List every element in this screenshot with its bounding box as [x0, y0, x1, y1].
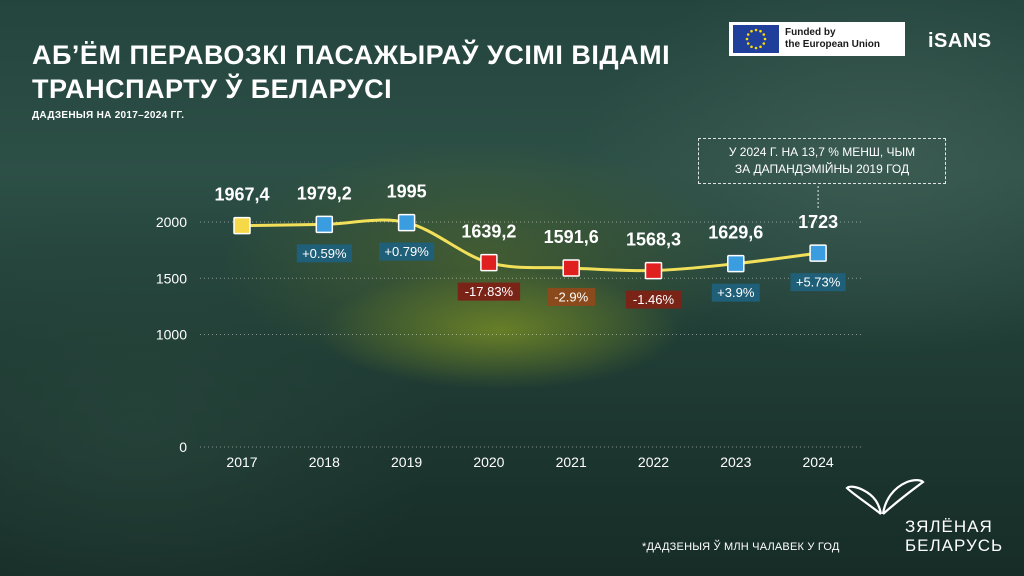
data-point-marker [233, 216, 251, 235]
x-tick-label: 2020 [473, 454, 504, 470]
eu-line-2: the European Union [785, 39, 880, 50]
x-tick-label: 2019 [391, 454, 422, 470]
change-badge [547, 287, 596, 306]
eu-flag-icon [733, 25, 779, 53]
brand-logo-line-2: БЕЛАРУСЬ [905, 536, 1004, 555]
change-badge [711, 283, 760, 302]
data-point-marker [809, 244, 827, 262]
change-badge [457, 282, 521, 301]
change-badge [790, 273, 846, 292]
data-point-marker [727, 254, 745, 273]
y-tick-label: 0 [179, 439, 187, 455]
change-badge-label: +0.59% [302, 246, 347, 261]
callout-annotation: У 2024 Г. НА 13,7 % МЕНШ, ЧЫМ ЗА ДАПАНДЭ… [698, 138, 946, 184]
data-value-label: 1967,4 [214, 185, 269, 205]
eu-line-1: Funded by [785, 27, 836, 38]
chart-title: АБ’ЁМ ПЕРАВОЗКІ ПАСАЖЫРАЎ УСІМІ ВІДАМІ Т… [32, 40, 671, 104]
change-badge [296, 244, 352, 263]
data-value-label: 1629,6 [708, 223, 763, 243]
change-badge-label: +3.9% [717, 285, 755, 300]
y-tick-label: 1500 [156, 270, 187, 286]
data-point-marker [397, 213, 416, 232]
change-badge [625, 290, 682, 309]
change-badge-label: +0.79% [384, 244, 429, 259]
eu-funding-badge: Funded by the European Union [729, 22, 905, 56]
data-value-label: 1995 [387, 182, 427, 202]
x-tick-label: 2021 [556, 454, 587, 470]
x-tick-label: 2024 [803, 454, 834, 470]
x-tick-label: 2023 [720, 454, 751, 470]
callout-line-2: ЗА ДАПАНДЭМІЙНЫ 2019 ГОД [734, 162, 910, 176]
data-point-marker [480, 253, 498, 272]
data-point-marker [315, 215, 334, 234]
change-badge-label: +5.73% [796, 275, 841, 290]
x-tick-label: 2017 [226, 454, 257, 470]
data-value-label: 1979,2 [297, 183, 352, 203]
footnote: *ДАДЗЕНЫЯ Ў МЛН ЧАЛАВЕК У ГОД [642, 541, 840, 553]
change-badge-label: -2.9% [554, 289, 588, 304]
brand-logo-line-1: ЗЯЛЁНАЯ [905, 517, 993, 536]
x-tick-label: 2022 [638, 454, 669, 470]
y-tick-label: 2000 [156, 214, 187, 230]
change-badge-label: -17.83% [465, 284, 514, 299]
callout-line-1: У 2024 Г. НА 13,7 % МЕНШ, ЧЫМ [728, 145, 916, 159]
data-value-label: 1568,3 [626, 230, 681, 250]
change-badge [379, 242, 435, 261]
data-value-label: 1639,2 [461, 222, 516, 242]
eu-funding-text: Funded by the European Union [785, 27, 880, 51]
isans-logo: iSANS [928, 30, 992, 52]
chart-subtitle: ДАДЗЕНЫЯ НА 2017–2024 ГГ. [32, 110, 185, 121]
brand-logo-text: ЗЯЛЁНАЯ БЕЛАРУСЬ [905, 517, 1003, 555]
data-value-label: 1591,6 [544, 227, 599, 247]
sprout-logo-icon [845, 479, 925, 515]
x-tick-label: 2018 [309, 454, 340, 470]
y-tick-label: 1000 [156, 327, 187, 343]
data-value-label: 1723 [798, 212, 838, 232]
data-point-marker [644, 261, 663, 280]
data-point-marker [562, 259, 580, 277]
change-badge-label: -1.46% [633, 292, 675, 307]
